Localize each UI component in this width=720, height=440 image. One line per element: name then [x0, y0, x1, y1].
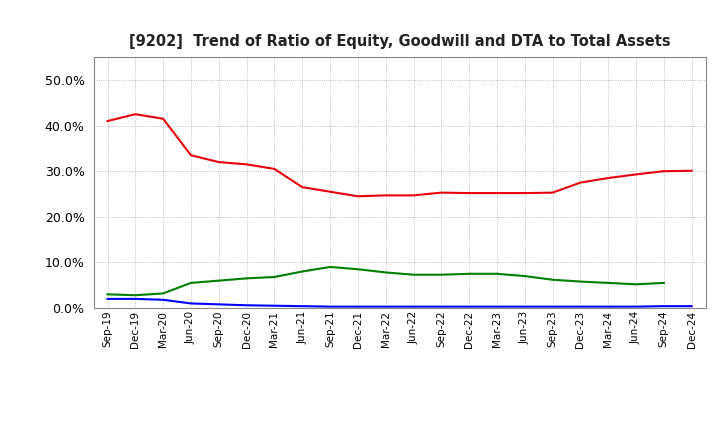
Goodwill — [242, 303, 251, 308]
Title: [9202]  Trend of Ratio of Equity, Goodwill and DTA to Total Assets: [9202] Trend of Ratio of Equity, Goodwil… — [129, 34, 670, 49]
Equity — [631, 172, 640, 177]
Deferred Tax Assets — [159, 291, 168, 296]
Goodwill — [131, 296, 140, 301]
Equity — [159, 116, 168, 121]
Deferred Tax Assets — [298, 269, 307, 274]
Equity — [298, 184, 307, 190]
Goodwill — [270, 303, 279, 308]
Goodwill — [465, 304, 474, 309]
Equity — [576, 180, 585, 185]
Equity — [354, 194, 362, 199]
Goodwill — [604, 304, 613, 309]
Deferred Tax Assets — [409, 272, 418, 277]
Equity — [604, 176, 613, 181]
Deferred Tax Assets — [604, 280, 613, 286]
Deferred Tax Assets — [215, 278, 223, 283]
Equity — [437, 190, 446, 195]
Equity — [521, 191, 529, 196]
Goodwill — [215, 302, 223, 307]
Goodwill — [576, 304, 585, 309]
Deferred Tax Assets — [131, 293, 140, 298]
Deferred Tax Assets — [631, 282, 640, 287]
Deferred Tax Assets — [437, 272, 446, 277]
Goodwill — [103, 296, 112, 301]
Goodwill — [382, 304, 390, 309]
Equity — [549, 190, 557, 195]
Goodwill — [688, 304, 696, 309]
Deferred Tax Assets — [465, 271, 474, 276]
Equity — [660, 169, 668, 174]
Equity — [242, 162, 251, 167]
Equity — [215, 159, 223, 165]
Goodwill — [354, 304, 362, 309]
Equity — [382, 193, 390, 198]
Line: Deferred Tax Assets: Deferred Tax Assets — [107, 267, 664, 295]
Goodwill — [549, 304, 557, 309]
Deferred Tax Assets — [103, 292, 112, 297]
Deferred Tax Assets — [549, 277, 557, 282]
Goodwill — [298, 304, 307, 309]
Equity — [409, 193, 418, 198]
Line: Equity: Equity — [107, 114, 692, 196]
Goodwill — [437, 304, 446, 309]
Deferred Tax Assets — [382, 270, 390, 275]
Equity — [270, 166, 279, 172]
Equity — [103, 118, 112, 124]
Equity — [325, 189, 334, 194]
Goodwill — [325, 304, 334, 309]
Goodwill — [660, 304, 668, 309]
Deferred Tax Assets — [270, 275, 279, 280]
Goodwill — [159, 297, 168, 302]
Deferred Tax Assets — [660, 280, 668, 286]
Equity — [186, 153, 195, 158]
Equity — [131, 112, 140, 117]
Equity — [688, 168, 696, 173]
Goodwill — [521, 304, 529, 309]
Goodwill — [186, 301, 195, 306]
Goodwill — [631, 304, 640, 309]
Equity — [465, 191, 474, 196]
Goodwill — [492, 304, 501, 309]
Equity — [492, 191, 501, 196]
Deferred Tax Assets — [242, 276, 251, 281]
Deferred Tax Assets — [325, 264, 334, 270]
Deferred Tax Assets — [186, 280, 195, 286]
Line: Goodwill: Goodwill — [107, 299, 692, 307]
Deferred Tax Assets — [354, 267, 362, 272]
Goodwill — [409, 304, 418, 309]
Deferred Tax Assets — [521, 273, 529, 279]
Deferred Tax Assets — [576, 279, 585, 284]
Deferred Tax Assets — [492, 271, 501, 276]
